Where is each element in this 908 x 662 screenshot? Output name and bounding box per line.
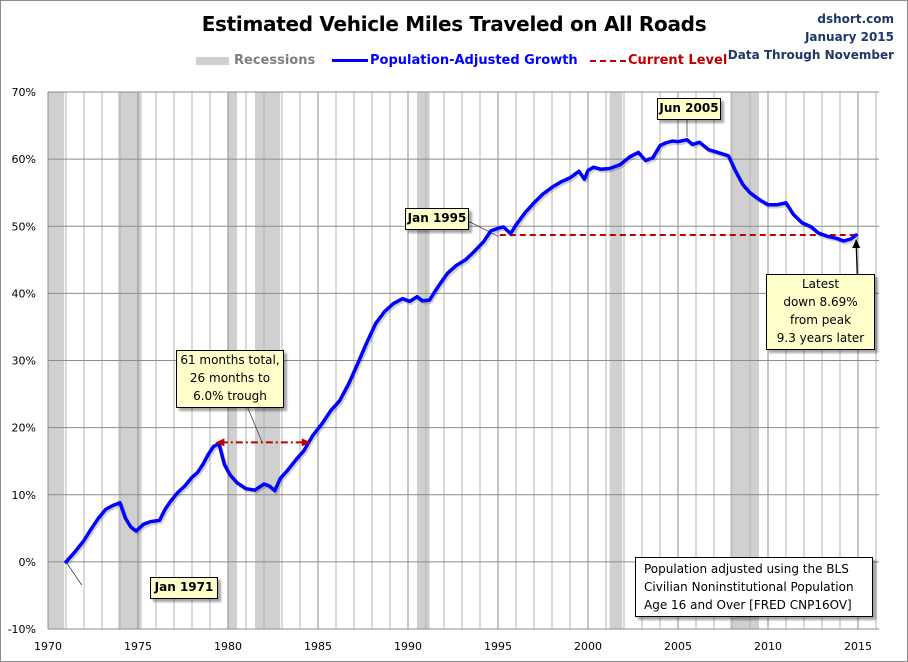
latest-line-2: down 8.69% xyxy=(783,295,858,309)
latest-arrowhead-icon xyxy=(852,238,861,248)
footnote-line-1: Population adjusted using the BLS xyxy=(644,562,849,576)
x-tick-label: 2010 xyxy=(754,640,782,653)
footnote-line-2: Civilian Noninstitutional Population xyxy=(644,580,854,594)
callout-start: Jan 1971 xyxy=(150,577,218,599)
latest-line-3: from peak xyxy=(789,313,852,327)
legend-item-growth: Population-Adjusted Growth xyxy=(332,53,578,68)
trough-note-line-1: 61 months total, xyxy=(180,353,280,367)
y-tick-label: 10% xyxy=(12,489,36,502)
annotation-leaders xyxy=(65,118,688,586)
y-tick-label: 20% xyxy=(12,422,36,435)
y-tick-label: 40% xyxy=(12,287,36,300)
series-layer xyxy=(64,137,859,566)
callout-trough-note: 61 months total, 26 months to 6.0% troug… xyxy=(176,350,284,408)
y-tick-label: 0% xyxy=(19,556,36,569)
x-tick-label: 1990 xyxy=(394,640,422,653)
y-tick-label: 70% xyxy=(12,86,36,99)
callout-peak: Jun 2005 xyxy=(657,98,721,120)
callout-mid-text: Jan 1995 xyxy=(407,211,467,225)
annotation-leader-line xyxy=(246,405,263,443)
latest-arrow-line xyxy=(855,244,858,275)
footnote-line-3: Age 16 and Over [FRED CNP16OV] xyxy=(644,598,852,612)
x-tick-label: 2015 xyxy=(844,640,872,653)
y-tick-label: 30% xyxy=(12,355,36,368)
callout-jan-1995: Jan 1995 xyxy=(405,208,469,230)
legend-label-current: Current Level xyxy=(628,53,728,68)
chart-title: Estimated Vehicle Miles Traveled on All … xyxy=(201,12,707,36)
line-swatch-icon xyxy=(332,59,368,62)
callout-peak-text: Jun 2005 xyxy=(659,101,719,115)
series-line-population-adjusted-growth xyxy=(64,137,858,564)
trough-note-line-3: 6.0% trough xyxy=(193,389,267,403)
x-tick-label: 2005 xyxy=(664,640,692,653)
axes: -10% 0% 10% 20% 30% 40% 50% 60% 70% 1970 1975 1980 1… xyxy=(8,86,879,653)
y-tick-label: 50% xyxy=(12,220,36,233)
arrow-layer xyxy=(215,238,861,447)
x-tick-label: 2000 xyxy=(574,640,602,653)
x-tick-label: 1995 xyxy=(484,640,512,653)
span-arrowhead-right-icon xyxy=(301,438,311,447)
legend-item-current: Current Level xyxy=(590,53,727,68)
x-tick-label: 1970 xyxy=(34,640,62,653)
callout-latest: Latest down 8.69% from peak 9.3 years la… xyxy=(766,274,875,350)
legend-label-growth: Population-Adjusted Growth xyxy=(370,53,578,68)
x-tick-label: 1980 xyxy=(214,640,242,653)
dashed-swatch-icon xyxy=(590,59,626,62)
source-data-through: Data Through November xyxy=(727,48,894,62)
y-tick-label: 60% xyxy=(12,153,36,166)
span-arrowhead-left-icon xyxy=(215,438,225,447)
x-tick-label: 1975 xyxy=(124,640,152,653)
x-tick-label: 1985 xyxy=(304,640,332,653)
annotation-leader-line xyxy=(465,219,499,237)
source-info: dshort.com January 2015 Data Through Nov… xyxy=(728,10,894,64)
annotation-leader-line xyxy=(65,561,82,586)
y-tick-label: -10% xyxy=(8,623,36,636)
recession-swatch-icon xyxy=(196,56,229,65)
source-site: dshort.com xyxy=(817,12,894,26)
latest-line-1: Latest xyxy=(801,277,840,291)
source-date: January 2015 xyxy=(804,30,894,44)
legend-label-recessions: Recessions xyxy=(234,53,316,68)
footnote-box: Population adjusted using the BLS Civili… xyxy=(635,557,873,617)
callout-start-text: Jan 1971 xyxy=(154,580,214,594)
legend-item-recessions: Recessions xyxy=(196,53,315,68)
trough-note-line-2: 26 months to xyxy=(189,371,271,385)
latest-line-4: 9.3 years later xyxy=(776,331,865,345)
